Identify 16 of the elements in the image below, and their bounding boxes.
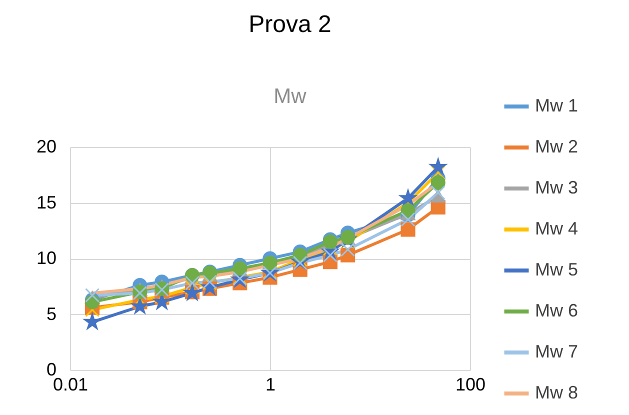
x-tick-label: 100 (455, 374, 486, 394)
legend-label: Mw 3 (535, 178, 578, 198)
legend-label: Mw 8 (535, 382, 578, 402)
legend-label: Mw 1 (535, 96, 578, 116)
legend-label: Mw 6 (535, 300, 578, 320)
y-tick-label: 15 (36, 192, 56, 212)
legend-label: Mw 7 (535, 342, 578, 362)
legend-label: Mw 4 (535, 218, 578, 238)
chart-title: Prova 2 (248, 11, 332, 38)
y-tick-label: 10 (36, 248, 56, 268)
legend-label: Mw 5 (535, 260, 578, 280)
legend-label: Mw 2 (535, 136, 578, 156)
y-tick-label: 20 (36, 136, 56, 156)
y-tick-label: 5 (46, 304, 56, 324)
x-tick-label: 1 (265, 374, 276, 394)
chart-subtitle: Mw (274, 85, 308, 108)
